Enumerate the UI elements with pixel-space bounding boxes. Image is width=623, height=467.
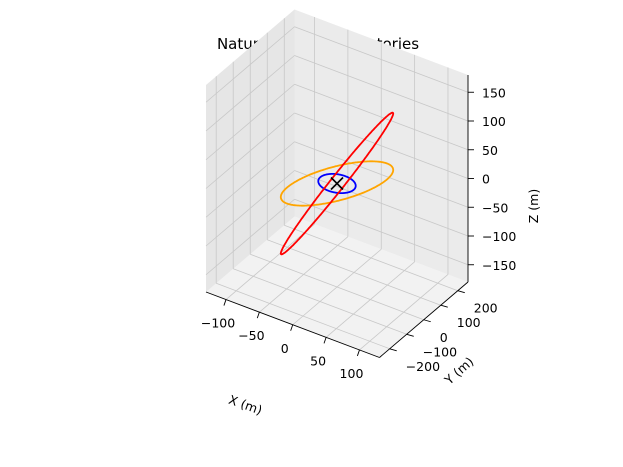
grid-line-z-back [294, 141, 469, 208]
y-tick [457, 290, 465, 294]
grid-line-z-left [205, 112, 295, 189]
y-tick-label: 200 [474, 301, 498, 316]
z-axis-label: Z (m) [526, 189, 541, 223]
x-tick-label: 50 [310, 353, 326, 368]
grid-line-z-left [205, 141, 295, 218]
grid-line-z-left [205, 83, 295, 161]
x-tick [256, 312, 260, 319]
grid-line-z-back [294, 55, 469, 122]
y-tick [406, 333, 414, 337]
trajectory-2 [279, 111, 395, 256]
grid-lines [205, 17, 469, 351]
series-layer [279, 111, 395, 256]
z-tick-label: 0 [482, 172, 490, 187]
x-tick [223, 299, 227, 306]
z-tick-label: −100 [482, 229, 516, 244]
grid-line-y-floor [233, 268, 407, 335]
y-tick-label: −200 [406, 359, 440, 374]
z-tick-label: 100 [482, 114, 506, 129]
grid-line-y-floor [250, 253, 424, 321]
grid-line-z-back [294, 26, 469, 93]
y-tick [389, 348, 397, 352]
z-tick-label: 150 [482, 85, 506, 100]
x-tick [290, 324, 294, 331]
y-tick [440, 304, 448, 308]
x-tick-label: −100 [201, 316, 235, 331]
grid-line-y-floor [216, 282, 390, 350]
y-tick [423, 319, 431, 323]
x-tick [323, 337, 327, 344]
grid-line-y-floor [267, 239, 441, 306]
trajectory-1 [279, 160, 395, 207]
grid-line-z-left [205, 198, 295, 276]
tick-marks [223, 91, 474, 357]
x-tick-label: −50 [238, 328, 264, 343]
grid-line-z-left [205, 170, 295, 247]
x-tick-label: 100 [340, 366, 364, 381]
grid-line-z-left [205, 26, 295, 103]
grid-line-y-floor [284, 224, 458, 292]
x-tick-label: 0 [281, 341, 289, 356]
marker-stroke [330, 176, 344, 191]
grid-line-z-back [294, 112, 469, 179]
grid-line-z-back [294, 83, 469, 151]
grid-line-z-left [205, 55, 295, 132]
y-tick-label: 100 [457, 315, 481, 330]
marker-layer [330, 176, 344, 191]
z-tick-label: 50 [482, 143, 498, 158]
x-tick [356, 349, 360, 357]
z-tick-label: −150 [482, 258, 516, 273]
y-tick-label: −100 [423, 344, 457, 359]
grid-line-z-back [294, 170, 469, 237]
y-tick-label: 0 [440, 330, 448, 345]
z-tick-label: −50 [482, 200, 508, 215]
